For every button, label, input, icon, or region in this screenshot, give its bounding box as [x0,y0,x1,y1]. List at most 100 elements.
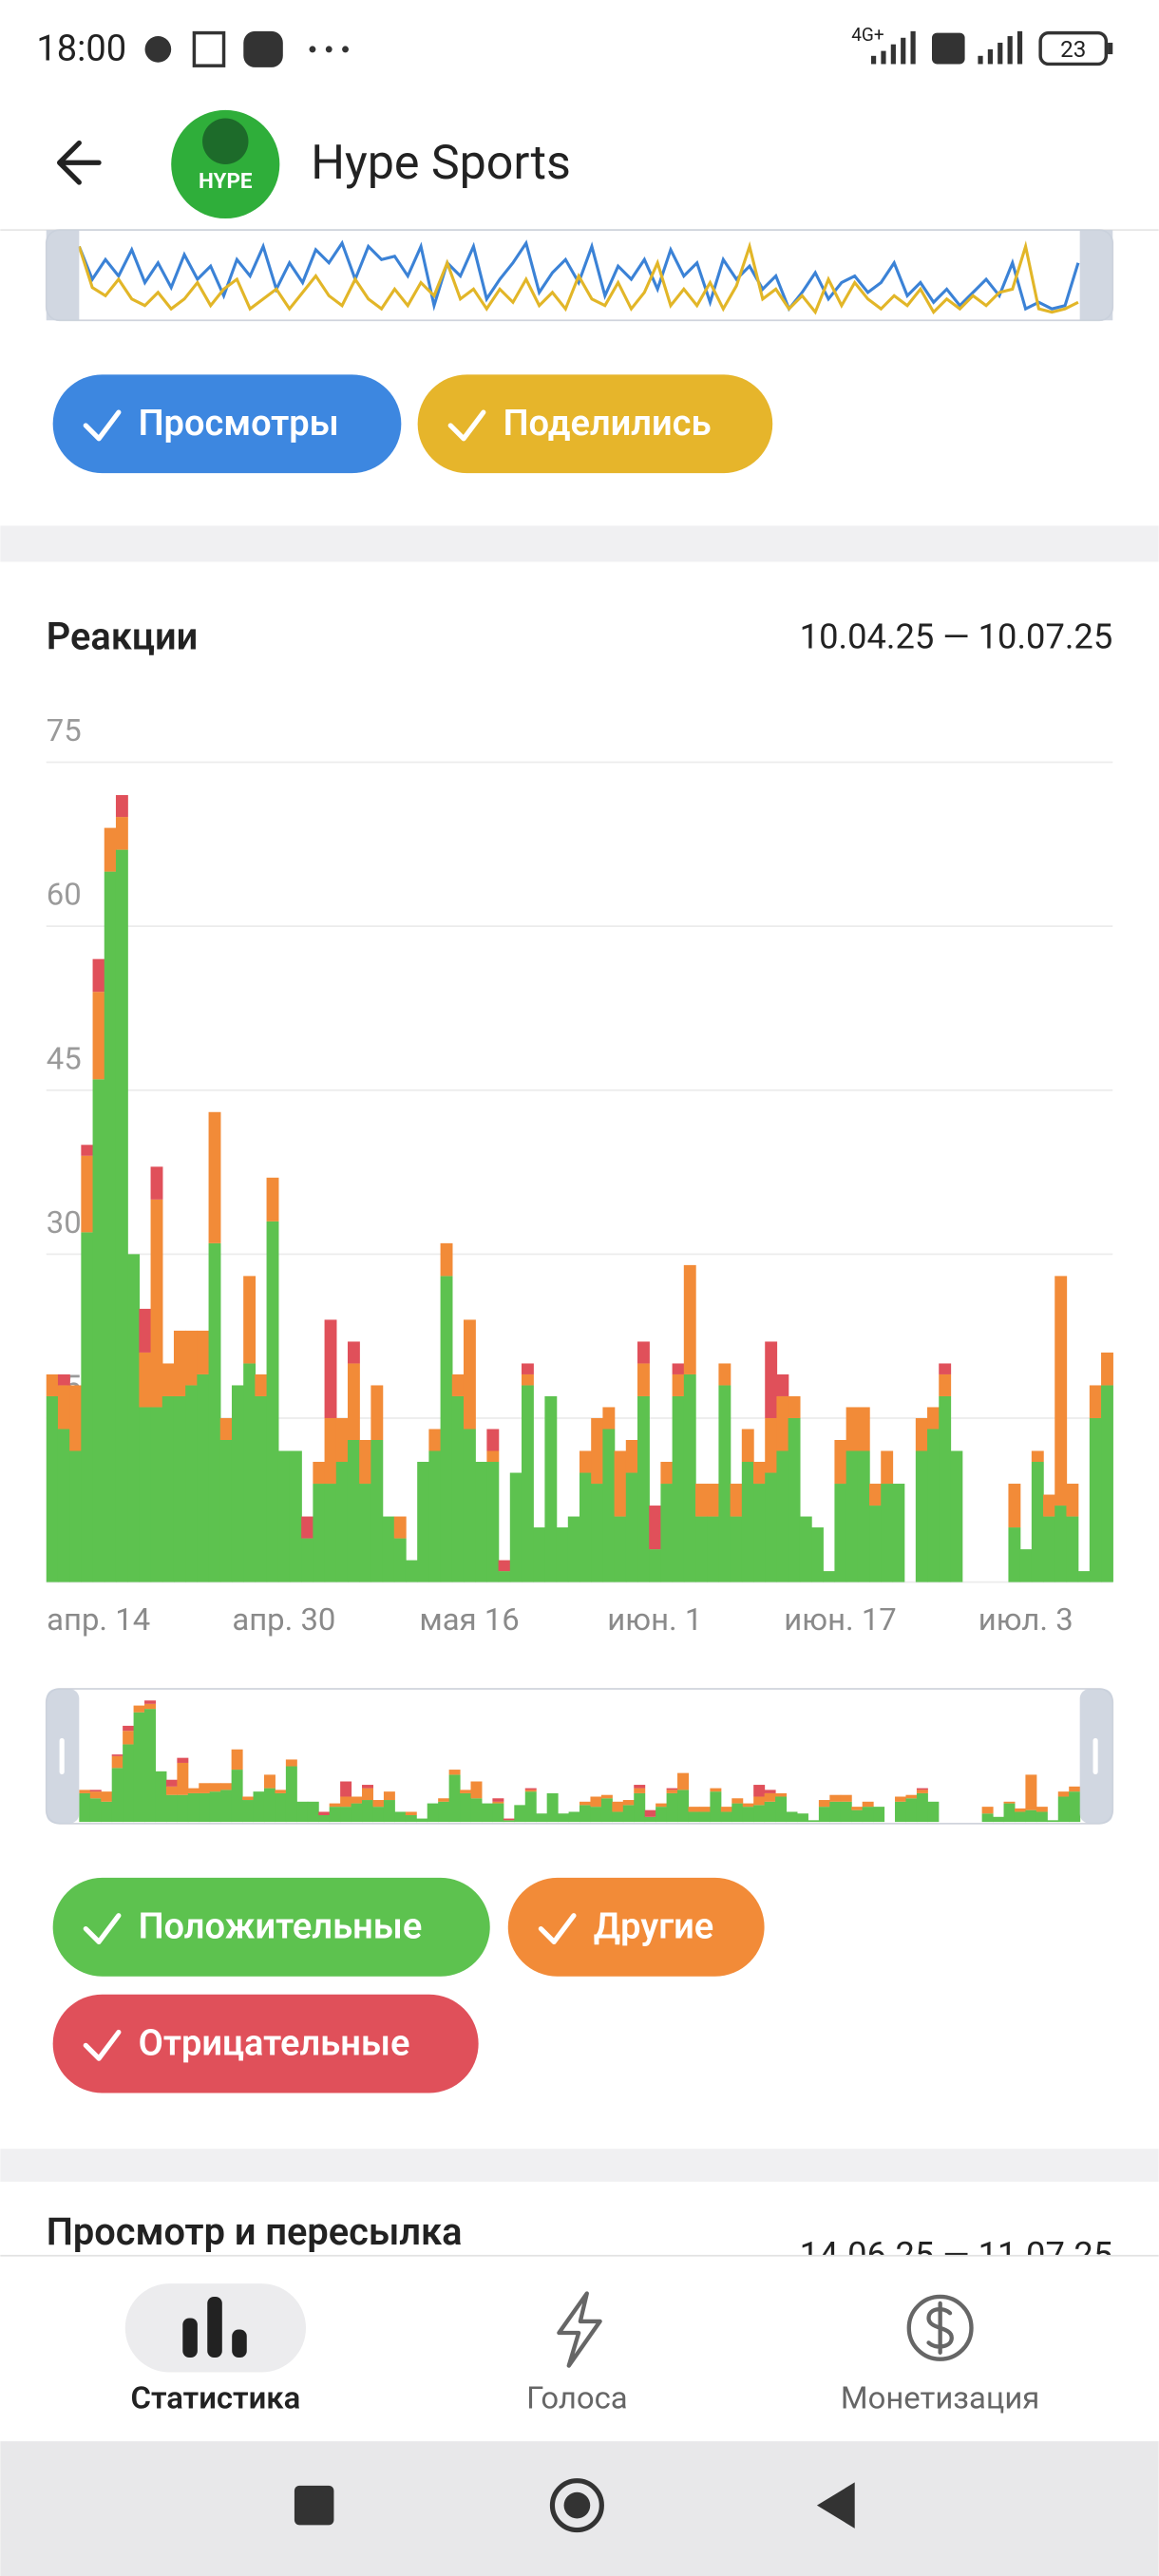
status-dot [342,46,349,53]
mini-bar-segment [144,1700,157,1704]
bar-segment [857,1407,870,1451]
bar-segment [463,1319,476,1430]
bar-segment [927,1429,940,1582]
bar-segment [892,1484,905,1582]
bar-segment [1043,1494,1055,1517]
mini-bar-segment [656,1803,668,1808]
bar-segment [1066,1484,1079,1517]
bar-segment [197,1330,210,1374]
bar-segment [927,1407,940,1430]
legend-chip[interactable] [52,374,402,474]
chart-title: Реакции [47,614,198,658]
bar-segment [509,1472,522,1582]
legend-chip[interactable] [417,374,773,474]
bar-segment [637,1363,650,1396]
bar-segment [486,1462,500,1582]
navigator-handle[interactable] [1079,230,1113,321]
mini-bar-segment [580,1805,591,1823]
mini-bar-segment [438,1801,450,1823]
mini-bar-segment [558,1813,570,1823]
bar-segment [104,871,117,1582]
mini-bar-segment [470,1781,483,1799]
bar-segment [521,1373,534,1386]
bar-segment [57,1429,70,1582]
bar-segment [173,1395,186,1582]
mini-bar-segment [536,1813,548,1823]
recents-button[interactable] [294,2485,334,2526]
bar-segment [776,1450,789,1582]
mini-bar-segment [285,1759,297,1767]
handle-grip [59,1737,65,1774]
bar-segment [869,1484,882,1506]
date-range: 10.04.25 — 10.07.25 [800,616,1113,656]
mini-bar-segment [231,1749,243,1771]
legend-chip[interactable] [507,1877,765,1977]
legend-chip[interactable] [52,1994,479,2093]
back-button[interactable] [56,140,102,185]
bar-segment [683,1373,696,1582]
bar-segment [915,1450,928,1582]
shares-preview-line [77,240,1079,315]
bar-segment [243,1276,256,1364]
bar-segment [834,1484,847,1582]
home-button[interactable] [549,2478,604,2533]
nav-label[interactable]: Голоса [526,2381,628,2417]
mini-bar-segment [101,1801,113,1823]
battery-tip [1108,42,1113,55]
mini-bar-segment [666,1792,678,1823]
mini-bar-segment [253,1791,265,1823]
mini-bar-segment [622,1805,635,1823]
bar-segment [591,1417,604,1485]
mini-bar-segment [600,1798,613,1823]
navigator-handle[interactable] [46,230,80,321]
bar-segment [197,1373,210,1582]
mini-bar-segment [362,1800,373,1823]
mini-bar-segment [405,1811,417,1816]
mini-bar-segment [263,1788,276,1823]
mini-bar-segment [492,1798,504,1802]
bar-segment [765,1341,778,1418]
mini-bar-segment [492,1801,504,1804]
mini-bar-segment [351,1796,363,1804]
bar-segment [162,1395,175,1582]
bar-segment [150,1199,163,1408]
mini-bar-segment [656,1807,668,1823]
votes-icon[interactable] [557,2291,602,2368]
bar-segment [881,1484,894,1582]
stats-icon [182,2296,247,2358]
bar-segment [266,1177,279,1222]
status-bar [0,0,1159,99]
mini-bar-segment [318,1811,331,1816]
mini-bar-segment [524,1788,537,1790]
bar-segment [139,1407,152,1582]
mini-bar-segment [698,1807,711,1812]
chip-check [83,2029,122,2061]
mini-bar-segment [79,1792,91,1823]
mini-bar-segment [220,1790,233,1823]
bar-segment [463,1429,476,1582]
bar-segment [614,1516,627,1582]
mini-bar-segment [818,1800,830,1808]
nav-label[interactable]: Монетизация [841,2381,1039,2417]
bar-segment [486,1429,500,1451]
bar-segment [1077,1571,1091,1582]
legend-chip[interactable] [52,1877,490,1977]
nav-label[interactable]: Статистика [131,2381,301,2417]
home-dot [563,2491,591,2519]
bar-segment [602,1429,616,1582]
mini-bar-segment [1036,1807,1048,1812]
bar-segment [324,1417,337,1485]
chip-check [447,409,486,442]
bar-segment [1101,1352,1113,1386]
monetization-icon[interactable] [906,2294,974,2361]
section-separator [0,525,1159,562]
mini-bar-segment [916,1792,928,1823]
mini-bar-segment [144,1703,157,1710]
back-system-button[interactable] [816,2482,855,2529]
mini-bar-segment [1057,1791,1070,1797]
bar-segment [649,1506,662,1550]
mini-bar-segment [1014,1808,1026,1812]
mini-bar-segment [764,1792,776,1802]
mini-bar-segment [460,1790,472,1793]
